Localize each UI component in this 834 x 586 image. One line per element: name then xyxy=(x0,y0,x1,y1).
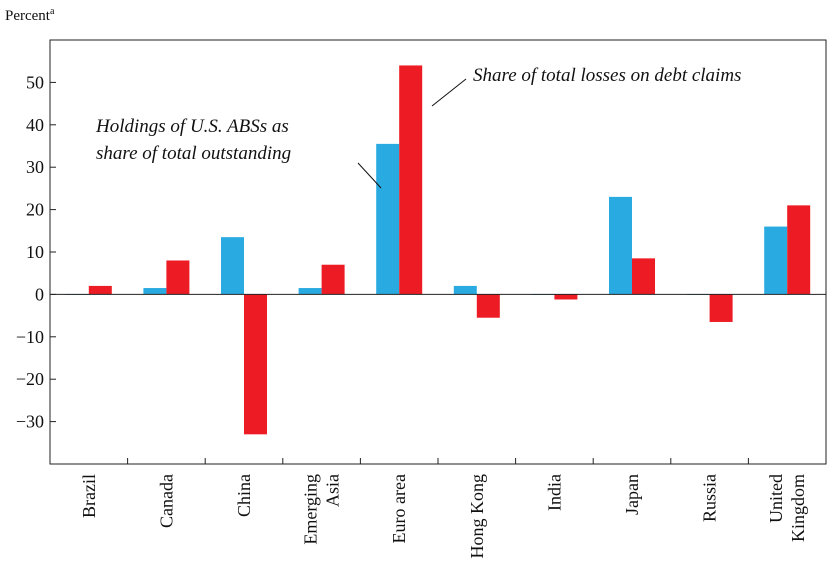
annotations: Holdings of U.S. ABSs as share of total o… xyxy=(95,65,741,189)
bar-holdings xyxy=(143,288,167,295)
x-category-label: Hong Kong xyxy=(467,474,487,559)
bar-holdings xyxy=(298,288,322,295)
x-category-label: Russia xyxy=(700,474,720,522)
bar-holdings xyxy=(453,285,477,295)
bar-losses xyxy=(399,65,423,295)
x-category-label: Brazil xyxy=(79,474,99,518)
plot-frame xyxy=(49,39,827,465)
leader-line-losses xyxy=(431,78,467,107)
bar-losses xyxy=(244,294,267,435)
bar-losses xyxy=(787,205,811,295)
x-category-label: Canada xyxy=(156,474,176,528)
y-axis-label-superscript: a xyxy=(50,6,55,17)
bar-holdings xyxy=(609,196,632,295)
y-axis: −30 −20 −10 0 10 20 30 40 50 xyxy=(16,72,56,432)
y-tick-label: 40 xyxy=(26,115,44,135)
annotation-holdings: Holdings of U.S. ABSs as xyxy=(95,116,289,137)
bar-holdings xyxy=(221,237,244,295)
y-tick-label: −10 xyxy=(16,327,44,347)
x-category-label: Japan xyxy=(622,474,642,515)
x-category-label: India xyxy=(544,474,564,511)
y-tick-label: −20 xyxy=(16,369,44,389)
x-category-label: Euro area xyxy=(389,474,409,543)
leader-line-holdings xyxy=(357,162,382,189)
x-category-label: United xyxy=(766,474,786,523)
annotation-holdings: share of total outstanding xyxy=(96,143,291,164)
bar-holdings xyxy=(764,226,788,295)
x-category-label: Kingdom xyxy=(788,474,808,542)
x-category-label: Emerging xyxy=(301,474,321,545)
bar-losses xyxy=(476,294,500,318)
annotation-losses: Share of total losses on debt claims xyxy=(473,65,741,86)
bar-losses xyxy=(709,294,733,322)
y-tick-label: 20 xyxy=(26,200,44,220)
y-tick-label: 30 xyxy=(26,157,44,177)
y-tick-label: 0 xyxy=(35,284,44,304)
bar-holdings xyxy=(376,143,400,295)
bar-losses xyxy=(632,258,655,295)
x-category-label: China xyxy=(234,474,254,517)
y-axis-label-text: Percent xyxy=(5,8,51,24)
y-tick-label: 50 xyxy=(26,72,44,92)
x-category-label: Asia xyxy=(323,474,343,507)
bar-losses xyxy=(554,294,578,300)
bars xyxy=(65,65,811,435)
y-axis-label: Percenta xyxy=(5,6,55,24)
bar-losses xyxy=(166,260,190,295)
y-tick-label: 10 xyxy=(26,242,44,262)
y-tick-label: −30 xyxy=(16,412,44,432)
x-axis: Brazil Canada China Emerging Asia Euro area Ho… xyxy=(79,458,808,559)
bar-losses xyxy=(88,285,112,295)
bar-losses xyxy=(321,264,345,295)
